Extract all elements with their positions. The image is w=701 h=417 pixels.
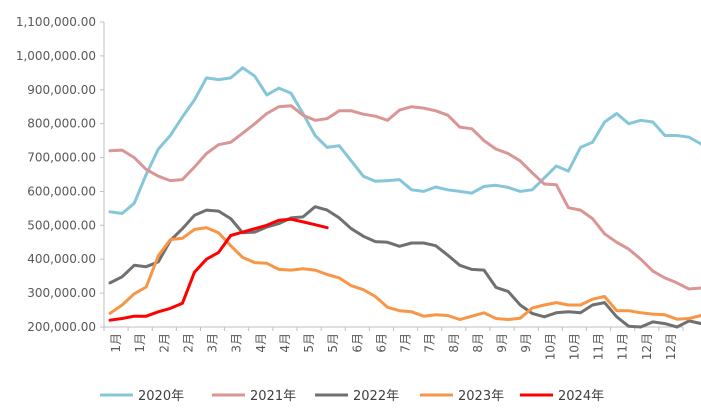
- y-tick-label: 1,100,000.00: [16, 15, 96, 29]
- x-tick-label: 10月: [567, 333, 581, 360]
- x-tick-label: 6月: [350, 333, 364, 353]
- x-tick-label: 10月: [543, 333, 557, 360]
- series-line-3: [108, 205, 701, 329]
- x-tick-label: 6月: [374, 333, 388, 353]
- legend-label: 2024年: [558, 389, 604, 404]
- x-tick-label: 12月: [640, 333, 654, 360]
- x-tick-label: 5月: [326, 333, 340, 353]
- y-tick-label: 400,000.00: [27, 252, 96, 266]
- x-tick-label: 4月: [278, 333, 292, 353]
- y-axis: 200,000.00 300,000.00 400,000.00 500,000.00…: [16, 15, 105, 334]
- x-tick-label: 1月: [109, 333, 123, 353]
- x-tick-label: 8月: [471, 333, 485, 353]
- x-tick-label: 11月: [616, 333, 630, 360]
- y-tick-label: 200,000.00: [27, 320, 96, 334]
- x-tick-label: 9月: [519, 333, 533, 353]
- series-line-2: [108, 104, 701, 291]
- y-tick-label: 1,000,000.00: [16, 49, 96, 63]
- y-tick-label: 300,000.00: [27, 286, 96, 300]
- y-tick-label: 500,000.00: [27, 218, 96, 232]
- y-tick-label: 800,000.00: [27, 117, 96, 131]
- x-tick-label: 5月: [302, 333, 316, 353]
- x-tick-label: 1月: [133, 333, 147, 353]
- series-line-4: [108, 226, 701, 321]
- x-tick-label: 7月: [399, 333, 413, 353]
- y-tick-label: 700,000.00: [27, 151, 96, 165]
- x-tick-label: 4月: [254, 333, 268, 353]
- x-tick-label: 3月: [230, 333, 244, 353]
- x-tick-label: 2月: [157, 333, 171, 353]
- series-layer: [108, 66, 701, 329]
- x-tick-label: 9月: [495, 333, 509, 353]
- x-tick-label: 7月: [423, 333, 437, 353]
- x-tick-label: 8月: [447, 333, 461, 353]
- legend-label: 2020年: [138, 389, 184, 404]
- x-tick-label: 12月: [664, 333, 678, 360]
- x-tick-label: 11月: [592, 333, 606, 360]
- legend-label: 2023年: [458, 389, 504, 404]
- legend-label: 2021年: [250, 389, 296, 404]
- legend: 2020年 2021年 2022年 2023年 2024年: [100, 389, 604, 404]
- x-axis: 1月 1月 2月 2月 3月 3月 4月 4月 5月 5月 6月 6月 7月 7月 8月 8月 9月 9月 10月 1…: [103, 326, 684, 360]
- series-line-5: [108, 217, 329, 322]
- series-line-1: [108, 66, 701, 215]
- y-tick-label: 900,000.00: [27, 83, 96, 97]
- legend-label: 2022年: [353, 389, 399, 404]
- x-tick-label: 3月: [206, 333, 220, 353]
- y-tick-label: 600,000.00: [27, 184, 96, 198]
- x-tick-label: 2月: [181, 333, 195, 353]
